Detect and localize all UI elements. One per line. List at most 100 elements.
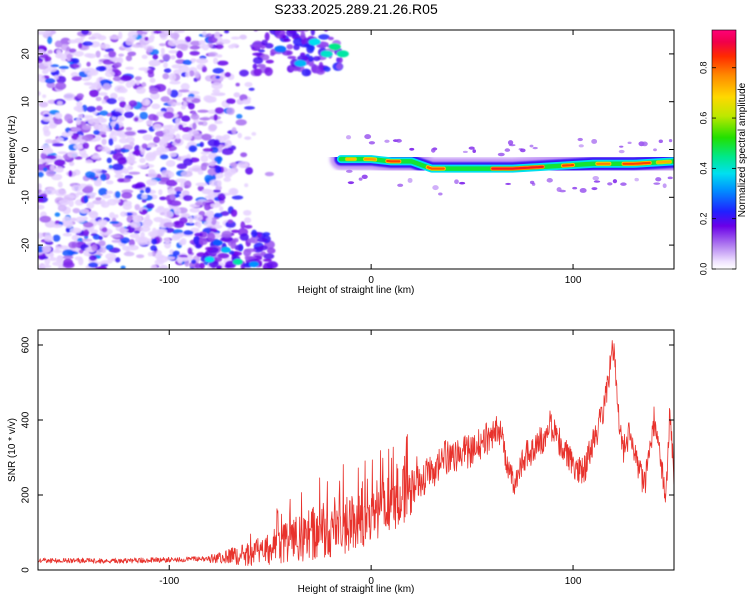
noise-blob: [225, 98, 236, 105]
noise-blob: [133, 117, 139, 122]
noise-blob: [239, 34, 247, 40]
noise-blob: [93, 177, 98, 181]
noise-blob: [149, 77, 156, 83]
noise-blob: [62, 216, 72, 225]
noise-blob: [98, 123, 110, 132]
noise-blob: [164, 256, 176, 260]
noise-blob: [91, 244, 98, 252]
noise-blob: [55, 188, 67, 197]
noise-blob: [55, 52, 65, 59]
noise-blob: [124, 111, 134, 119]
noise-blob: [210, 146, 219, 154]
noise-blob: [82, 41, 94, 47]
noise-blob: [145, 203, 155, 209]
noise-blob: [182, 158, 193, 166]
noise-blob: [168, 171, 175, 178]
noise-blob: [122, 245, 129, 251]
noise-blob: [127, 165, 134, 171]
noise-blob: [215, 44, 224, 50]
noise-blob: [137, 129, 148, 134]
x-tick-label: 100: [565, 576, 582, 587]
noise-blob: [201, 66, 208, 73]
noise-blob: [174, 207, 182, 216]
signal-speckle: [641, 141, 648, 147]
noise-blob: [139, 189, 145, 194]
noise-blob: [175, 133, 181, 140]
noise-blob: [49, 251, 54, 259]
x-tick-label: -100: [159, 576, 179, 587]
noise-blob: [92, 234, 101, 240]
lower-blob-cell: [228, 250, 235, 255]
noise-blob: [118, 134, 128, 139]
colorbar-gradient: [711, 29, 737, 270]
upper-blob-cell: [338, 56, 343, 64]
noise-blob: [44, 235, 54, 242]
noise-blob: [181, 126, 193, 133]
noise-blob: [214, 156, 223, 163]
noise-blob: [44, 139, 54, 144]
signal-speckle: [592, 175, 600, 181]
noise-blob: [221, 147, 234, 156]
noise-blob: [146, 46, 153, 53]
y-tick-label: 10: [21, 96, 32, 108]
noise-blob: [185, 71, 190, 78]
noise-blob: [43, 113, 50, 118]
noise-blob: [176, 43, 189, 50]
upper-blob-cell: [264, 32, 270, 41]
noise-blob: [225, 139, 232, 148]
noise-blob: [81, 238, 93, 242]
noise-blob: [200, 151, 210, 155]
noise-blob: [140, 226, 151, 232]
noise-blob: [93, 179, 102, 187]
noise-blob: [158, 177, 170, 183]
noise-blob: [125, 55, 133, 62]
upper-blob-cell: [308, 55, 314, 62]
noise-blob: [129, 141, 135, 147]
signal-speckle: [667, 176, 673, 180]
noise-blob: [58, 65, 69, 70]
noise-blob: [42, 167, 48, 172]
noise-blob: [68, 241, 79, 249]
noise-blob: [180, 181, 186, 189]
signal-speckle: [397, 183, 404, 187]
signal-speckle: [468, 146, 475, 150]
lower-blob-cell: [198, 237, 208, 246]
noise-blob: [101, 199, 106, 207]
noise-blob: [156, 173, 162, 179]
noise-blob: [101, 227, 108, 233]
noise-blob: [150, 245, 157, 252]
y-tick-label: 0: [21, 567, 32, 573]
noise-blob: [164, 241, 172, 249]
colorbar: 0.0 0.2 0.4 0.6 0.8 Normalized spectral ampl…: [698, 29, 748, 275]
signal-speckle: [668, 138, 673, 143]
signal-speckle: [432, 185, 439, 191]
lower-blob-cell: [193, 236, 200, 245]
noise-blob: [95, 66, 107, 72]
noise-blob: [141, 209, 148, 213]
snr-frame: [37, 329, 675, 571]
noise-blob: [53, 117, 63, 125]
noise-blob: [67, 39, 78, 44]
noise-blob: [114, 123, 120, 131]
noise-blob: [88, 210, 99, 219]
signal-hot-core: [491, 165, 544, 170]
noise-blob: [168, 73, 177, 81]
upper-blob-cell: [301, 37, 306, 45]
signal-hot-core: [426, 166, 445, 170]
noise-blob: [54, 40, 63, 48]
noise-blob: [53, 74, 59, 80]
noise-blob: [109, 35, 121, 40]
noise-blob: [240, 152, 248, 158]
upper-blob-cell: [252, 56, 264, 64]
noise-blob: [148, 113, 157, 121]
noise-blob: [188, 216, 194, 224]
noise-blob: [101, 138, 107, 146]
noise-blob: [111, 239, 122, 243]
noise-blob: [197, 109, 209, 113]
noise-blob: [202, 30, 207, 37]
noise-blob: [217, 193, 226, 201]
noise-blob: [76, 143, 84, 148]
upper-blob-cell: [313, 30, 316, 31]
noise-blob: [111, 111, 122, 117]
y-tick-label: -20: [21, 237, 32, 252]
